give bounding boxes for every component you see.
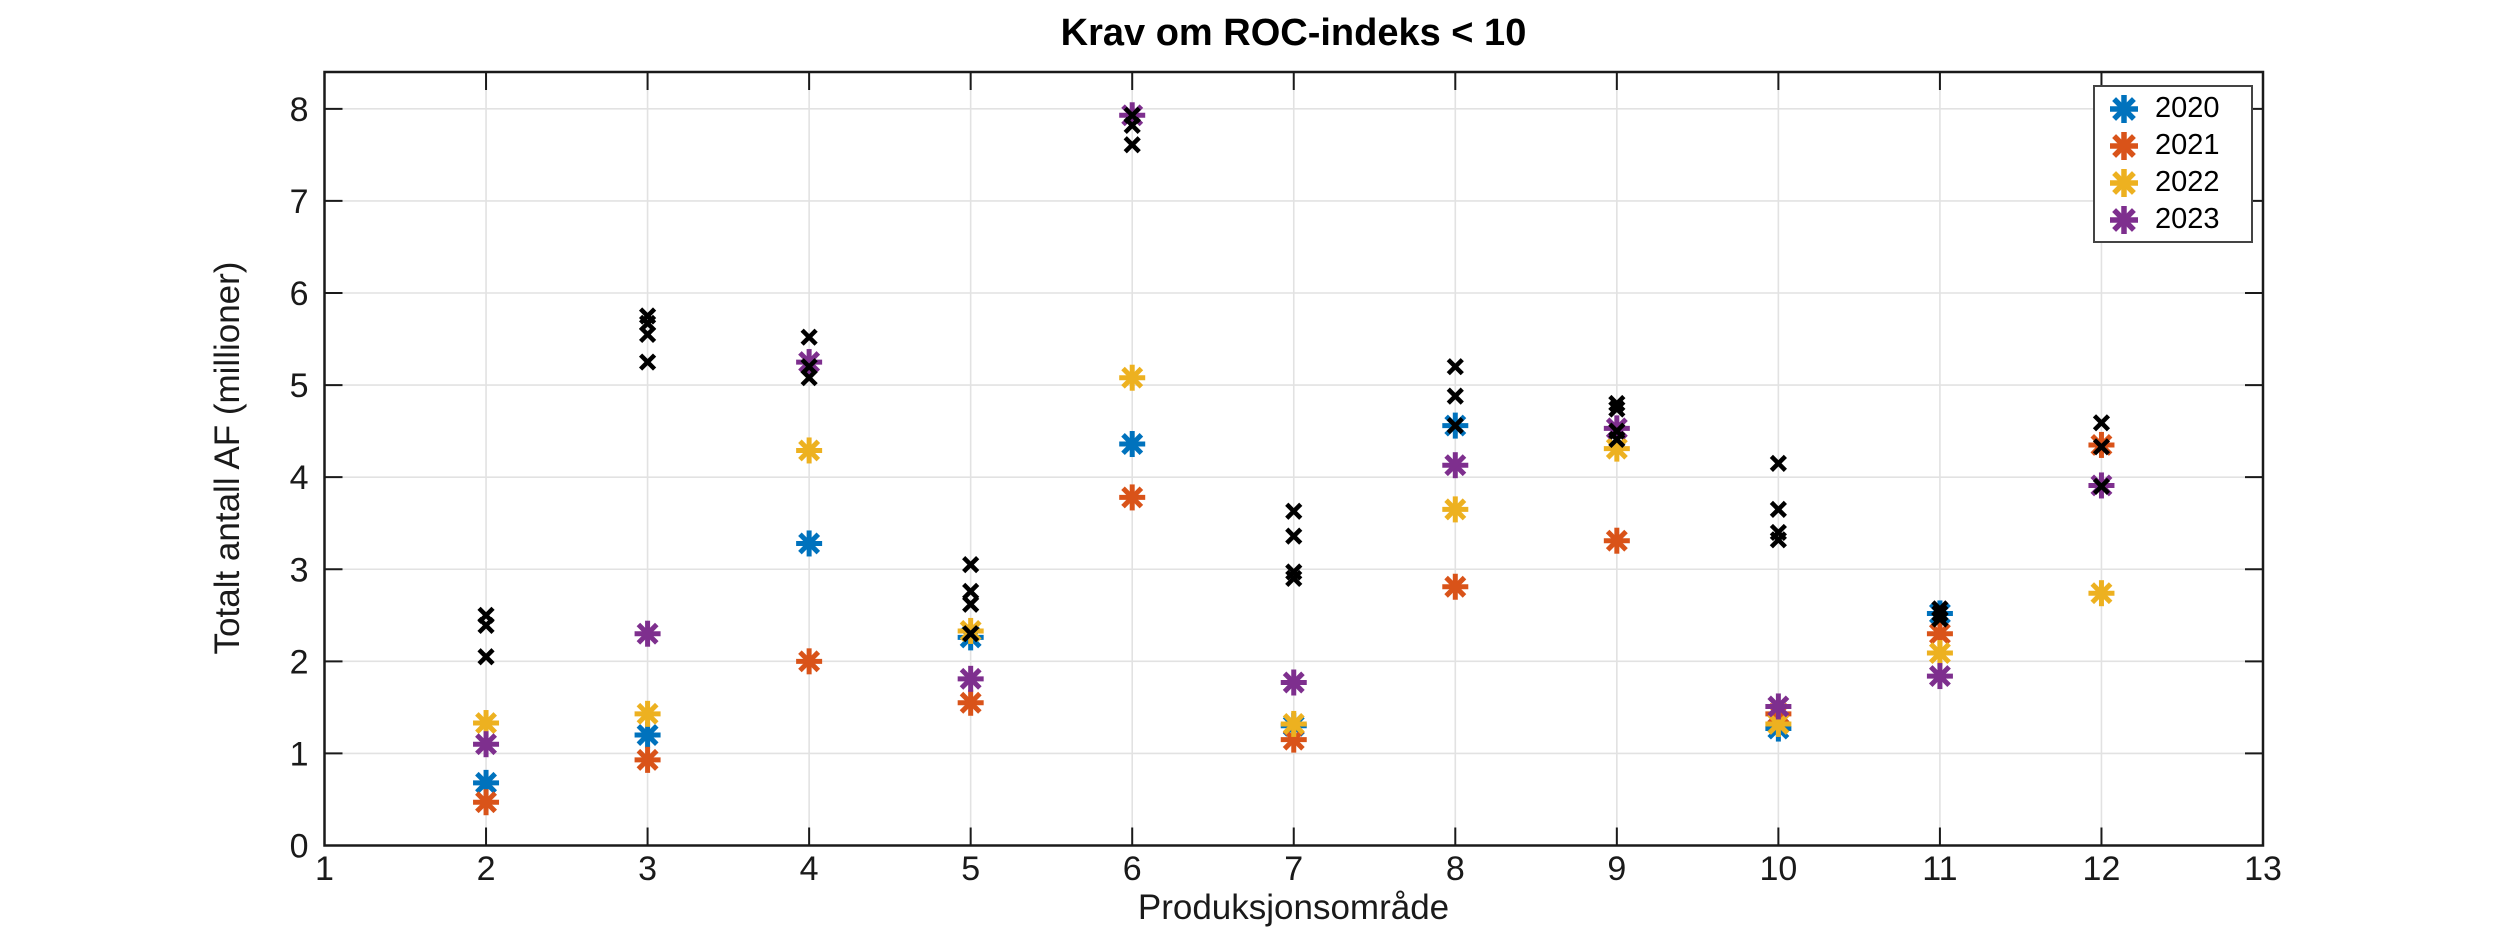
marker-black-x-markers [1123, 136, 1141, 154]
y-tick-label: 5 [290, 367, 309, 405]
marker-2022 [1767, 712, 1790, 735]
legend-item-2020: 2020 [2095, 90, 2251, 127]
marker-black-x-markers [2092, 414, 2111, 432]
axes-frame [323, 70, 2265, 847]
marker-black-x-markers [1769, 500, 1787, 518]
chart-title: Krav om ROC-indeks < 10 [1060, 12, 1527, 54]
legend-asterisk-icon [2110, 131, 2138, 160]
x-tick-label: 6 [1123, 850, 1142, 888]
x-tick-label: 10 [1759, 850, 1797, 888]
y-tick-label: 1 [290, 735, 309, 773]
marker-2023 [1282, 671, 1305, 694]
marker-2022 [1282, 712, 1305, 735]
marker-black-x-markers [1608, 430, 1626, 449]
y-tick-label: 4 [290, 459, 309, 497]
legend-label: 2021 [2155, 129, 2220, 161]
legend-label: 2022 [2155, 166, 2220, 198]
y-tick-label: 3 [290, 551, 309, 589]
marker-black-x-markers [1123, 116, 1141, 134]
marker-black-x-markers [2092, 477, 2111, 495]
legend: 2020 2021 2022 2023 [2093, 85, 2253, 243]
marker-black-x-markers [1608, 400, 1626, 418]
x-axis-label: Produksjonsområde [1137, 888, 1450, 927]
x-tick-label: 13 [2244, 850, 2282, 888]
marker-black-x-markers [1285, 502, 1303, 520]
marker-2020 [636, 724, 659, 746]
marker-black-x-markers [1769, 531, 1787, 549]
marker-black-x-markers [1931, 604, 1949, 623]
marker-2022 [2090, 582, 2113, 605]
legend-label: 2020 [2155, 92, 2220, 124]
marker-2021 [1444, 575, 1467, 598]
x-tick-label: 7 [1284, 850, 1303, 888]
marker-2023 [636, 622, 659, 645]
y-tick-label: 8 [290, 91, 309, 129]
marker-black-x-markers [477, 648, 495, 666]
y-tick-label: 2 [290, 643, 309, 681]
marker-2023 [798, 351, 821, 374]
x-tick-label: 1 [315, 850, 334, 888]
legend-item-2022: 2022 [2095, 164, 2251, 201]
legend-asterisk-icon [2110, 168, 2138, 197]
marker-2023 [1928, 665, 1951, 688]
x-tick-label: 2 [477, 850, 496, 888]
marker-2023 [1444, 454, 1467, 477]
marker-2023 [475, 733, 498, 756]
marker-black-x-markers [1446, 387, 1464, 405]
marker-2021 [475, 791, 498, 814]
legend-item-2021: 2021 [2095, 127, 2251, 164]
marker-black-x-markers [1608, 394, 1626, 413]
marker-black-x-markers [800, 328, 818, 346]
legend-item-2023: 2023 [2095, 201, 2251, 238]
x-tick-label: 5 [961, 850, 980, 888]
marker-2020 [475, 771, 498, 794]
legend-asterisk-icon [2110, 205, 2138, 234]
y-tick-label: 7 [290, 183, 309, 221]
legend-asterisk-icon [2110, 94, 2138, 123]
marker-2020 [798, 532, 821, 555]
marker-black-x-markers [1446, 358, 1464, 376]
marker-black-x-markers [1285, 569, 1303, 588]
marker-black-x-markers [638, 353, 657, 371]
marker-2021 [959, 691, 982, 714]
marker-black-x-markers [962, 582, 980, 600]
marker-2021 [1928, 622, 1951, 645]
y-axis-label: Totalt antall AF (millioner) [208, 261, 247, 655]
marker-black-x-markers [1931, 610, 1949, 628]
x-tick-label: 12 [2083, 850, 2121, 888]
marker-black-x-markers [2092, 438, 2111, 456]
marker-2023 [1767, 695, 1790, 718]
marker-black-x-markers [800, 369, 818, 387]
marker-black-x-markers [962, 595, 980, 613]
marker-black-x-markers [1446, 417, 1464, 435]
marker-black-x-markers [1285, 527, 1303, 545]
x-tick-label: 4 [800, 850, 819, 888]
legend-label: 2023 [2155, 203, 2220, 235]
marker-2022 [636, 702, 659, 725]
marker-2022 [798, 439, 821, 462]
marker-2023 [959, 667, 982, 690]
marker-black-x-markers [477, 616, 495, 635]
marker-black-x-markers [1769, 454, 1787, 472]
marker-2022 [1121, 366, 1144, 389]
y-tick-label: 6 [290, 275, 309, 313]
marker-black-x-markers [962, 556, 980, 574]
marker-2021 [636, 748, 659, 771]
marker-2021 [1605, 529, 1628, 552]
x-tick-label: 9 [1607, 850, 1626, 888]
y-tick-label: 0 [290, 828, 309, 866]
marker-2020 [1121, 433, 1144, 455]
x-tick-label: 11 [1922, 850, 1957, 888]
x-tick-label: 3 [638, 850, 657, 888]
x-tick-label: 8 [1446, 850, 1465, 888]
marker-black-x-markers [638, 325, 657, 344]
marker-2022 [1444, 498, 1467, 521]
marker-2021 [1121, 486, 1144, 509]
marker-2021 [798, 650, 821, 673]
marker-2022 [475, 712, 498, 734]
marker-black-x-markers [962, 625, 980, 643]
marker-2022 [1928, 642, 1951, 665]
